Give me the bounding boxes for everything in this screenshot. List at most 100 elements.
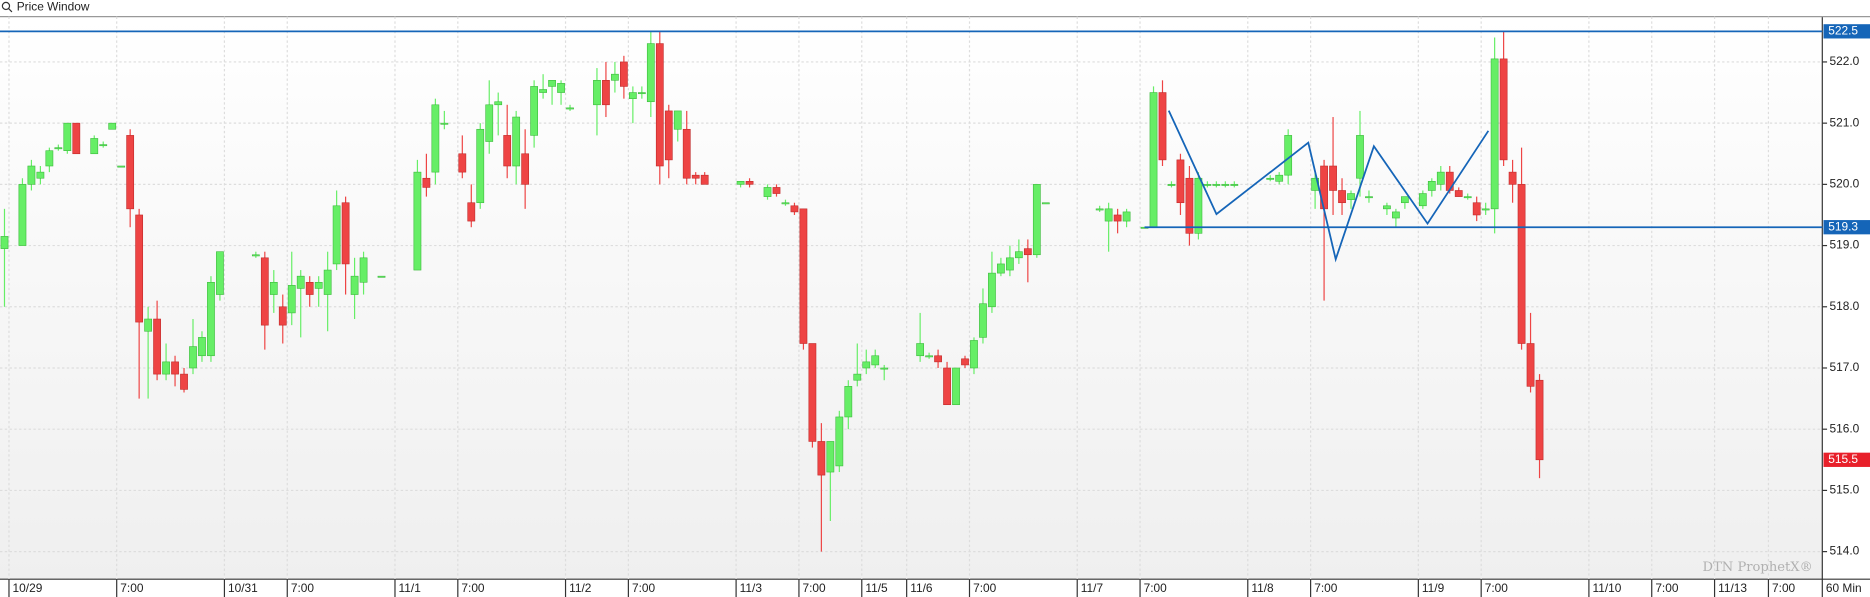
icon xyxy=(7,7,13,13)
candle-body xyxy=(36,171,45,179)
candle-body xyxy=(1023,248,1032,256)
x-tick-label: 7:00 xyxy=(291,581,315,595)
candle-body xyxy=(216,251,224,295)
candle-body xyxy=(1203,184,1212,186)
candle-body xyxy=(1149,92,1158,228)
x-tick-label: 7:00 xyxy=(1772,581,1796,595)
candle-body xyxy=(943,367,951,406)
candle-body xyxy=(637,92,646,95)
icon xyxy=(1,1,11,11)
price-tag xyxy=(1823,220,1870,235)
candle-body xyxy=(1427,181,1436,191)
candle-body xyxy=(593,80,601,106)
candle-body xyxy=(54,147,63,150)
candle-body xyxy=(1418,193,1427,207)
candle-body xyxy=(763,187,772,197)
candle-body xyxy=(799,208,808,344)
x-tick-label: 11/6 xyxy=(910,581,933,595)
candle-body xyxy=(512,116,521,167)
candle-body xyxy=(359,257,368,283)
candle-body xyxy=(817,441,826,476)
candle-body xyxy=(377,275,386,278)
x-tick-label: 7:00 xyxy=(461,581,485,595)
candle-body xyxy=(117,165,126,168)
candle-body xyxy=(691,174,700,179)
candle-body xyxy=(925,355,933,358)
candle-body xyxy=(296,275,305,289)
candle-body xyxy=(269,281,278,295)
x-tick-label: 7:00 xyxy=(1655,581,1679,595)
candle-body xyxy=(27,165,36,185)
price-tag-label: 519.3 xyxy=(1828,219,1858,233)
candle-body xyxy=(108,122,117,130)
x-tick-label: 7:00 xyxy=(1314,581,1338,595)
candle-body xyxy=(1383,205,1391,210)
candle-body xyxy=(826,441,835,473)
grid: 514.0 515.0 516.0 517.0 518.0 519.0 520.0 521.0… xyxy=(0,16,1860,597)
x-tick-label: 11/7 xyxy=(1081,581,1104,595)
candle-body xyxy=(1113,214,1122,222)
candle-body xyxy=(1104,208,1113,222)
candle-body xyxy=(90,138,99,155)
candle-body xyxy=(548,80,556,87)
candle-body xyxy=(1230,184,1239,186)
candle-body xyxy=(1499,58,1508,161)
candle-body xyxy=(341,202,350,265)
candle-body xyxy=(566,107,574,110)
candle-body xyxy=(664,110,673,161)
candle-body xyxy=(1365,196,1373,199)
candle-body xyxy=(602,80,610,106)
x-tick-label: 11/9 xyxy=(1422,581,1445,595)
y-tick-label: 517.0 xyxy=(1829,360,1859,374)
x-tick-label: 11/1 xyxy=(399,581,422,595)
x-tick-label: 11/8 xyxy=(1251,581,1274,595)
candle-body xyxy=(1508,171,1517,185)
candle-body xyxy=(916,343,925,357)
candle-body xyxy=(1176,159,1185,204)
y-tick-label: 518.0 xyxy=(1829,299,1859,313)
candle-body xyxy=(620,61,628,87)
candle-body xyxy=(1167,184,1176,186)
x-tick-label: 11/5 xyxy=(865,581,888,595)
candle-body xyxy=(1535,379,1544,461)
window-title-bar: Price Window xyxy=(1,0,90,13)
candle-body xyxy=(880,367,889,370)
candle-body xyxy=(287,285,296,314)
candle-body xyxy=(440,122,449,125)
candle-body xyxy=(772,187,781,194)
candle-body xyxy=(934,355,942,363)
candle-body xyxy=(1006,257,1014,271)
candle-body xyxy=(1221,184,1230,186)
candle-body xyxy=(700,174,709,185)
candles xyxy=(0,31,1544,552)
candle-body xyxy=(736,181,745,185)
candle-body xyxy=(521,153,530,185)
candle-body xyxy=(1122,211,1131,222)
candle-body xyxy=(189,346,197,369)
last-price-tag xyxy=(1823,452,1870,467)
candle-body xyxy=(350,275,359,295)
candle-body xyxy=(1472,202,1481,216)
candle-body xyxy=(1158,92,1167,161)
candle-body xyxy=(1436,171,1445,185)
candle-body xyxy=(45,150,54,167)
candle-body xyxy=(1463,196,1472,199)
candle-body xyxy=(673,110,682,130)
price-tag-label: 522.5 xyxy=(1828,23,1858,37)
candle-body xyxy=(162,361,170,375)
candle-body xyxy=(557,83,565,93)
candle-body xyxy=(1032,184,1041,256)
price-tag xyxy=(1823,24,1870,39)
candle-body xyxy=(413,171,422,271)
y-tick-label: 516.0 xyxy=(1829,421,1859,435)
candle-body xyxy=(323,269,332,295)
candle-body xyxy=(126,135,135,210)
candle-body xyxy=(1526,343,1535,387)
candle-body xyxy=(458,153,467,173)
watermark: DTN ProphetX® xyxy=(1703,560,1813,575)
candle-body xyxy=(1517,184,1526,344)
candle-body xyxy=(844,386,853,418)
x-tick-label: 7:00 xyxy=(120,581,144,595)
candle-body xyxy=(251,254,260,257)
candle-body xyxy=(72,122,81,155)
